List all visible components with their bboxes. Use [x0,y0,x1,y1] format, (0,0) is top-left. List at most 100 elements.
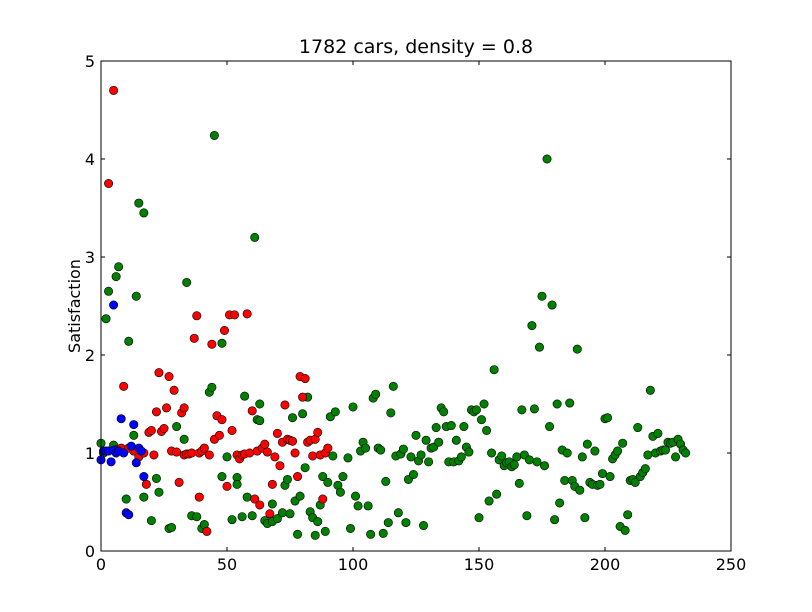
data-point [545,422,555,432]
data-point [640,464,650,474]
data-point [227,515,237,525]
data-point [207,382,217,392]
data-point [560,475,570,485]
data-point [126,441,136,451]
data-point [386,408,396,418]
data-point [345,523,355,533]
data-point [164,372,174,382]
data-point [328,451,338,461]
data-point [489,365,499,375]
data-point [524,455,534,465]
x-tick-label: 100 [338,555,369,574]
data-point [146,425,156,435]
data-point [477,415,487,425]
data-point [111,272,121,282]
data-point [290,448,300,458]
data-point [671,452,681,462]
data-point [280,400,290,410]
data-point [446,421,456,431]
series-0 [96,130,691,540]
data-point [580,513,590,523]
data-point [527,321,537,331]
data-point [293,472,303,482]
data-point [298,392,308,402]
data-point [416,450,426,460]
data-point [323,443,333,453]
data-point [250,232,260,242]
data-point [265,509,275,519]
data-point [547,300,557,310]
data-point [174,477,184,487]
data-point [247,511,257,521]
data-point [474,513,484,523]
data-point [378,528,388,538]
data-point [217,338,227,348]
data-point [192,311,202,321]
x-tick-label: 150 [464,555,495,574]
data-point [633,423,643,433]
data-point [230,310,240,320]
series-2 [96,300,149,520]
data-point [330,407,340,417]
data-point [285,509,295,519]
data-point [514,478,524,488]
data-point [262,447,272,457]
chart-title: 1782 cars, density = 0.8 [299,36,533,58]
data-point [219,325,229,335]
data-point [129,430,139,440]
data-point [139,472,149,482]
data-point [104,179,114,189]
data-point [645,385,655,395]
data-point [492,489,502,499]
data-point [217,472,227,482]
data-point [401,518,411,528]
data-point [471,405,481,415]
data-point [187,448,197,458]
y-axis-label: Satisfaction [65,259,84,353]
data-point [267,499,277,509]
data-point [597,469,607,479]
data-point [204,450,214,460]
data-point [421,435,431,445]
data-point [351,491,361,501]
data-point [189,333,199,343]
data-point [106,457,116,467]
data-point [451,435,461,445]
data-point [335,487,345,497]
data-point [555,498,565,508]
data-point [255,500,265,510]
data-point [182,277,192,287]
data-point [275,461,285,471]
data-point [542,154,552,164]
data-point [288,436,298,446]
data-point [482,425,492,435]
data-point [577,452,587,462]
data-point [179,403,189,413]
data-point [623,510,633,520]
data-point [431,423,441,433]
data-point [154,368,164,378]
data-point [408,470,418,480]
data-point [242,309,252,319]
data-point [172,422,182,432]
data-point [439,407,449,417]
data-point [119,381,129,391]
data-point [552,399,562,409]
data-point [104,286,114,296]
axis-ticks: 0 50 100 150 200 250 0 1 2 3 4 5 [85,52,746,574]
data-point [517,405,527,415]
data-point [383,518,393,528]
data-point [479,399,489,409]
data-point [318,494,328,504]
data-point [131,291,141,301]
data-point [310,530,320,540]
data-point [149,450,159,460]
data-point [308,451,318,461]
data-point [630,477,640,487]
data-point [406,452,416,462]
data-point [590,446,600,456]
data-point [154,487,164,497]
data-point [250,494,260,504]
data-point [371,389,381,399]
